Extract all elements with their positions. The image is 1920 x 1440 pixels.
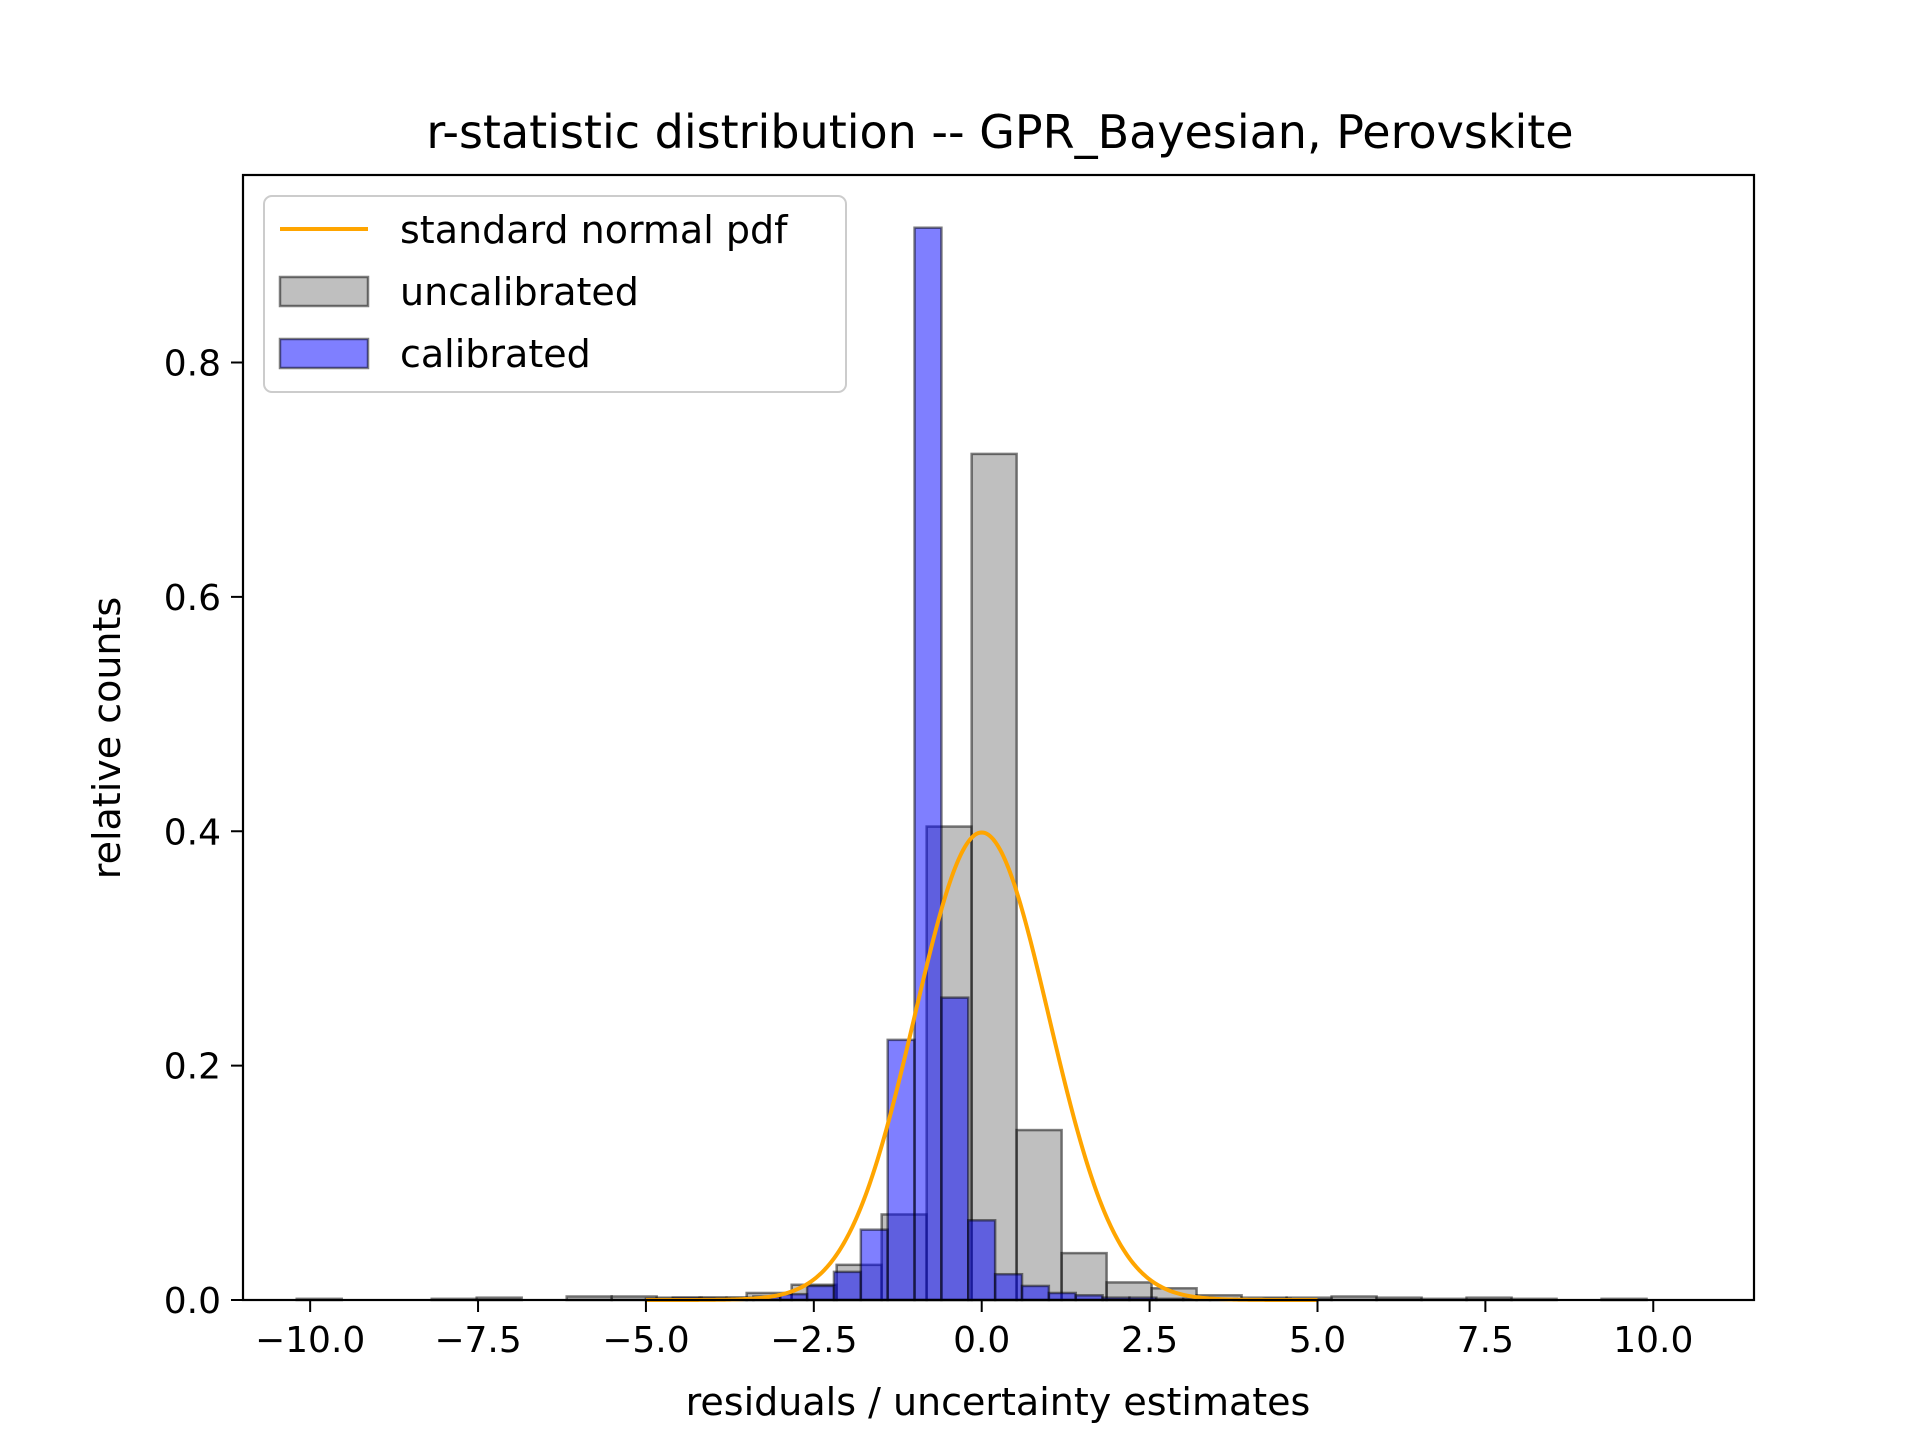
x-tick-label: 10.0 bbox=[1613, 1320, 1693, 1361]
calibrated-bar bbox=[805, 1284, 836, 1302]
legend-box bbox=[263, 195, 847, 393]
x-tick-label: −7.5 bbox=[434, 1320, 521, 1361]
calibrated-bar bbox=[1020, 1284, 1051, 1302]
y-tick-label: 0.4 bbox=[164, 812, 221, 853]
x-tick-label: −10.0 bbox=[255, 1320, 365, 1361]
x-tick-label: −2.5 bbox=[770, 1320, 857, 1361]
x-tick-label: 2.5 bbox=[1121, 1320, 1178, 1361]
x-tick-label: 7.5 bbox=[1457, 1320, 1514, 1361]
legend-label-pdf: standard normal pdf bbox=[400, 208, 789, 252]
legend-swatch-uncalibrated bbox=[278, 275, 370, 308]
calibrated-bar bbox=[913, 226, 943, 1302]
y-tick-label: 0.6 bbox=[164, 578, 221, 619]
y-axis-ticks: 0.0 0.2 0.4 0.6 0.8 bbox=[164, 344, 243, 1322]
calibrated-bar bbox=[967, 1219, 997, 1302]
y-tick-label: 0.2 bbox=[164, 1047, 221, 1088]
x-tick-label: 0.0 bbox=[953, 1320, 1010, 1361]
pdf-line-group bbox=[645, 830, 1318, 1302]
calibrated-bar bbox=[832, 1270, 863, 1302]
calibrated-bar bbox=[940, 996, 970, 1302]
chart-title: r-statistic distribution -- GPR_Bayesian… bbox=[426, 105, 1573, 159]
legend: standard normal pdf uncalibrated calibra… bbox=[263, 195, 847, 393]
y-tick-label: 0.8 bbox=[164, 344, 221, 385]
calibrated-bar bbox=[859, 1228, 889, 1302]
x-tick-label: −5.0 bbox=[602, 1320, 689, 1361]
legend-label-uncalibrated: uncalibrated bbox=[400, 270, 639, 314]
uncalibrated-bar bbox=[1015, 1128, 1063, 1302]
legend-swatch-calibrated bbox=[278, 337, 370, 370]
calibrated-bar bbox=[993, 1272, 1024, 1302]
y-axis-label: relative counts bbox=[85, 597, 129, 879]
x-axis-ticks: −10.0 −7.5 −5.0 −2.5 0.0 2.5 5.0 7.5 10.0 bbox=[255, 1300, 1693, 1361]
x-axis-label: residuals / uncertainty estimates bbox=[686, 1380, 1311, 1424]
plot-area-frame bbox=[241, 173, 1756, 1302]
legend-label-calibrated: calibrated bbox=[400, 332, 591, 376]
x-tick-label: 5.0 bbox=[1289, 1320, 1346, 1361]
standard-normal-pdf-line bbox=[645, 830, 1318, 1302]
y-tick-label: 0.0 bbox=[164, 1281, 221, 1322]
